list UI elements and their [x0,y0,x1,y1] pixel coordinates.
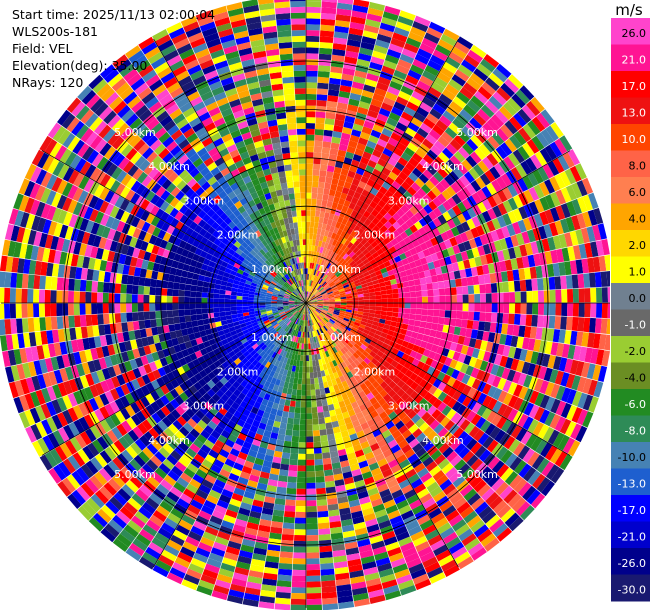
scan-info: Start time: 2025/11/13 02:00:04 WLS200s-… [12,6,215,91]
azimuth-spoke [41,150,307,304]
colorbar-tick-label: 13.0 [622,106,647,119]
range-ring-label: 1.00km [251,331,293,344]
colorbar-tick-label: -8.0 [625,424,646,437]
range-ring-label: 5.00km [114,468,156,481]
range-ring-label: 3.00km [183,400,225,413]
range-ring-label: 4.00km [422,160,464,173]
colorbar-tick-label: -10.0 [618,451,646,464]
start-time-text: Start time: 2025/11/13 02:00:04 [12,7,216,22]
colorbar-bin [611,362,650,390]
range-ring-label: 2.00km [217,229,259,242]
station-text: WLS200s-181 [12,24,98,39]
colorbar-tick-label: -17.0 [618,504,646,517]
colorbar-unit: m/s [615,1,643,19]
colorbar-bin [611,150,650,178]
nrays-text: NRays: 120 [12,75,84,90]
colorbar-tick-label: 21.0 [622,53,647,66]
colorbar-bin [611,495,650,522]
range-ring-label: 4.00km [422,434,464,447]
elevation-text: Elevation(deg): 35.00 [12,58,148,73]
colorbar-bin [611,574,650,602]
colorbar-tick-label: 26.0 [622,27,647,40]
colorbar-tick-label: 10.0 [622,133,647,146]
range-ring-label: 3.00km [388,400,430,413]
ppi-plot: 1.00km 1.00km 1.00km 1.00km 2.00km 2.00km 2.00… [0,0,610,610]
colorbar-tick-label: -1.0 [625,318,646,331]
velocity-sectors [0,0,610,610]
colorbar-tick-label: -6.0 [625,398,646,411]
azimuth-spoke [305,302,459,568]
colorbar-bin [611,97,650,125]
azimuth-spoke [153,38,307,304]
colorbar-tick-label: 4.0 [629,212,647,225]
colorbar-bin [611,521,650,549]
colorbar-tick-label: -30.0 [618,583,646,596]
colorbar-bin [611,415,650,443]
range-ring-label: 5.00km [456,468,498,481]
colorbar-tick-label: 8.0 [629,159,647,172]
range-ring-label: 2.00km [354,229,396,242]
colorbar-bin [611,203,650,231]
colorbar-bin [611,468,650,496]
range-ring-label: 3.00km [388,194,430,207]
colorbar-bin [611,389,650,416]
azimuth-spoke [305,150,571,304]
range-ring-label: 5.00km [114,126,156,139]
range-ring-label: 2.00km [217,365,259,378]
colorbar-tick-label: 0.0 [629,292,647,305]
colorbar-tick-label: -2.0 [625,345,646,358]
range-ring-label: 4.00km [148,434,190,447]
colorbar-bin [611,336,650,363]
colorbar-tick-label: -13.0 [618,477,646,490]
colorbar-tick-label: 17.0 [622,80,647,93]
colorbar-bin [611,256,650,284]
colorbar-bin [611,309,650,337]
colorbar-bin [611,124,650,151]
azimuth-spokes [1,0,610,608]
azimuth-spoke [153,302,307,568]
colorbar-ticks: 26.0 21.0 17.0 13.0 10.0 8.0 6.0 4.0 2.0 1.0 0.0 -1… [618,27,647,596]
colorbar-tick-label: -4.0 [625,371,646,384]
colorbar-bin [611,18,650,45]
field-text: Field: VEL [12,41,73,56]
colorbar-bin [611,230,650,257]
colorbar-tick-label: -26.0 [618,557,646,570]
colorbar-bins [611,18,650,602]
range-ring-label: 5.00km [456,126,498,139]
azimuth-spoke [305,302,571,456]
range-ring-label: 1.00km [319,263,361,276]
colorbar-bin [611,548,650,575]
colorbar-bin [611,44,650,72]
azimuth-spoke [41,302,307,456]
range-ring-labels: 1.00km 1.00km 1.00km 1.00km 2.00km 2.00km 2.00… [114,126,498,481]
colorbar-tick-label: 6.0 [629,186,647,199]
colorbar-bin [611,177,650,204]
range-ring-label: 1.00km [251,263,293,276]
range-ring-label: 3.00km [183,194,225,207]
colorbar-bin [611,71,650,98]
range-ring-label: 1.00km [319,331,361,344]
colorbar-tick-label: 1.0 [629,265,647,278]
colorbar-bin [611,442,650,469]
range-ring-label: 2.00km [354,365,396,378]
colorbar-bin [611,283,650,310]
colorbar-tick-label: -21.0 [618,530,646,543]
azimuth-spoke [305,38,459,304]
colorbar-tick-label: 2.0 [629,239,647,252]
range-ring-label: 4.00km [148,160,190,173]
